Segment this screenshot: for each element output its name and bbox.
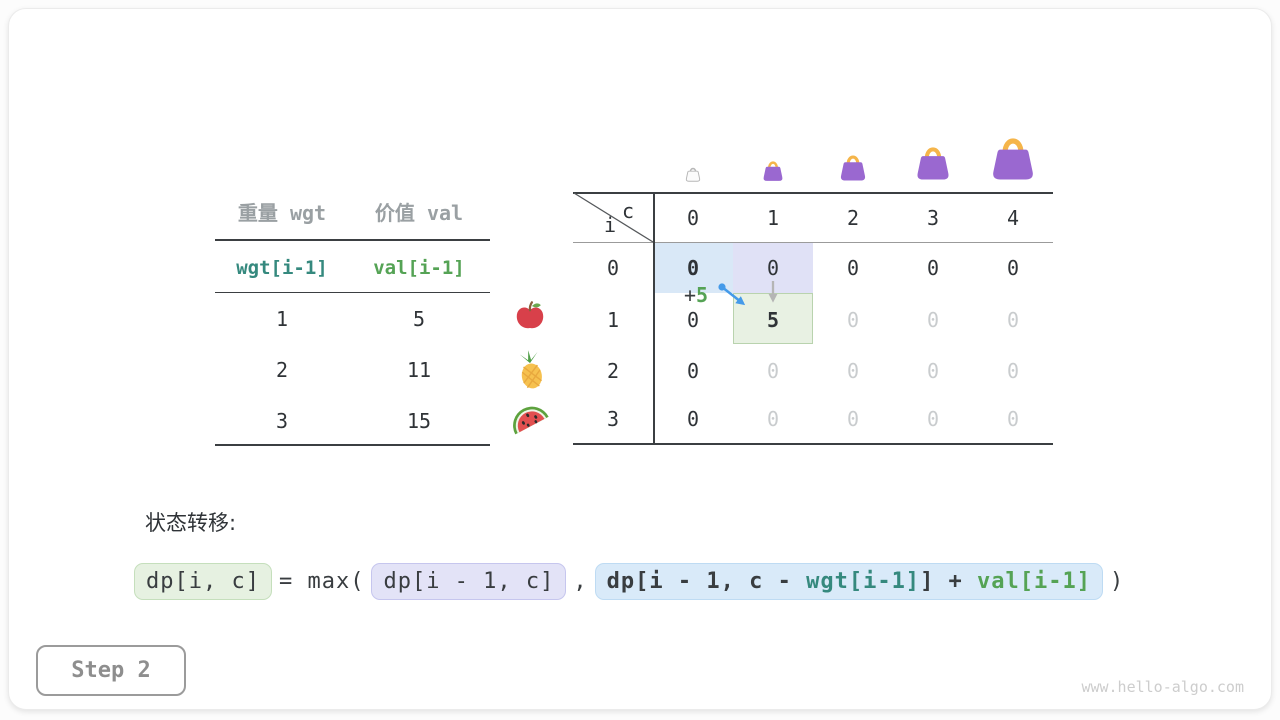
wgt-expression: wgt[i-1] [236, 257, 328, 279]
items-table-rule-top [215, 239, 490, 241]
dp-row-header-1: 1 [606, 308, 620, 332]
dp-cell-1-2: 0 [846, 308, 860, 332]
dp-cell-3-2: 0 [846, 407, 860, 431]
transition-formula: dp[i, c] = max( dp[i - 1, c] , dp[i - 1,… [134, 558, 1124, 604]
pineapple-icon [519, 350, 543, 389]
dp-cell-2-3: 0 [926, 359, 940, 383]
dp-cell-0-2: 0 [846, 256, 860, 280]
bag-capacity-3-icon [917, 147, 949, 180]
dp-cell-0-4: 0 [1006, 256, 1020, 280]
dp-cell-3-3: 0 [926, 407, 940, 431]
formula-option1-chip: dp[i - 1, c] [371, 562, 567, 600]
corner-col-var: c [621, 199, 635, 223]
formula-option2-chip: dp[i - 1, c - wgt[i-1]] + val[i-1] [594, 562, 1104, 600]
dp-cell-1-0: 0 [686, 308, 700, 332]
watermelon-icon [513, 406, 549, 435]
dp-cell-2-1: 0 [766, 359, 780, 383]
item2-value: 11 [406, 358, 432, 382]
transition-section-label: 状态转移: [145, 511, 237, 535]
dp-cell-1-4: 0 [1006, 308, 1020, 332]
formula-val-term: val[i-1] [977, 568, 1092, 594]
dp-table-rule-header [573, 242, 1053, 243]
items-col-weight-header: 重量 wgt [237, 200, 327, 225]
dp-col-header-0: 0 [686, 205, 700, 230]
formula-wgt-term: wgt[i-1] [806, 568, 921, 594]
dp-cell-2-2: 0 [846, 359, 860, 383]
highlight-dp-1-1 [733, 293, 813, 344]
dp-cell-1-1: 5 [766, 308, 780, 332]
formula-comma: , [573, 568, 588, 594]
dp-cell-1-3: 0 [926, 308, 940, 332]
watermark: www.hello-algo.com [1081, 678, 1244, 696]
dp-cell-2-0: 0 [686, 359, 700, 383]
bag-capacity-4-icon [993, 138, 1033, 180]
formula-close-paren: ) [1110, 568, 1125, 594]
dp-cell-0-1: 0 [766, 256, 780, 280]
val-expression: val[i-1] [373, 257, 465, 279]
items-table-rule-mid [215, 292, 490, 293]
dp-table-rule-vertical [653, 192, 655, 445]
corner-row-var: i [603, 213, 617, 237]
dp-row-header-0: 0 [606, 256, 620, 280]
formula-lhs-chip: dp[i, c] [134, 562, 272, 600]
dp-cell-3-4: 0 [1006, 407, 1020, 431]
apple-icon [516, 301, 544, 329]
dp-col-header-1: 1 [766, 205, 780, 230]
bag-capacity-0-icon [685, 167, 701, 182]
dp-table-rule-bottom [573, 443, 1053, 445]
dp-cell-3-0: 0 [686, 407, 700, 431]
dp-cell-0-0: 0 [686, 256, 700, 280]
items-col-value-header: 价值 val [374, 200, 464, 225]
dp-col-header-3: 3 [926, 205, 940, 230]
item3-value: 15 [406, 409, 432, 433]
item2-weight: 2 [275, 358, 289, 382]
bag-capacity-1-icon [763, 161, 783, 181]
dp-row-header-3: 3 [606, 407, 620, 431]
dp-col-header-2: 2 [846, 205, 860, 230]
dp-table-rule-top [573, 192, 1053, 194]
bag-capacity-2-icon [840, 155, 866, 181]
dp-col-header-4: 4 [1006, 205, 1020, 230]
dp-row-header-2: 2 [606, 359, 620, 383]
item3-weight: 3 [275, 409, 289, 433]
item1-value: 5 [412, 307, 426, 331]
dp-cell-0-3: 0 [926, 256, 940, 280]
dp-cell-3-1: 0 [766, 407, 780, 431]
transition-add-value-label: +5 [684, 283, 709, 307]
items-table-rule-bottom [215, 444, 490, 446]
formula-eq-max: = max( [278, 568, 365, 594]
step-badge: Step 2 [36, 645, 186, 696]
item1-weight: 1 [275, 307, 289, 331]
dp-cell-2-4: 0 [1006, 359, 1020, 383]
